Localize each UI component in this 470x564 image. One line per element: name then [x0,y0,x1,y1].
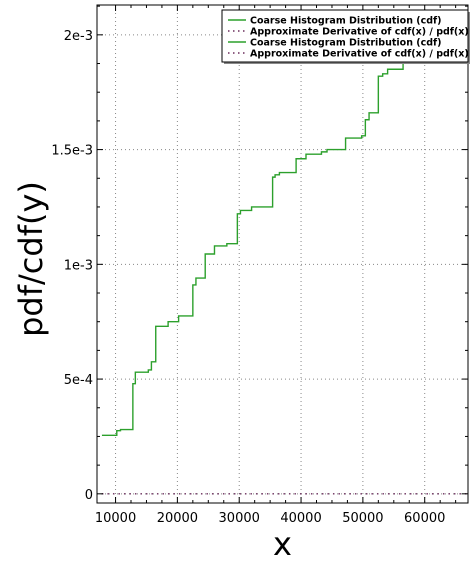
y-tick-label: 2e-3 [64,29,93,44]
legend-box [221,9,469,63]
legend-label: Coarse Histogram Distribution (cdf) [250,38,442,49]
x-tick-label: 20000 [157,511,198,526]
series-layer [101,61,468,495]
x-tick-label: 10000 [95,511,136,526]
legend-label: Coarse Histogram Distribution (cdf) [250,16,442,27]
y-tick-label: 1.5e-3 [51,144,93,159]
x-tick-label: 60000 [404,511,445,526]
x-axis-title: x [273,525,292,563]
y-tick-label: 1e-3 [64,258,93,273]
x-tick-label: 40000 [280,511,321,526]
x-tick-label: 30000 [219,511,260,526]
grid-layer [97,5,468,503]
legend-label: Approximate Derivative of cdf(x) / pdf(x… [250,27,469,38]
y-axis-title: pdf/cdf(y) [12,181,50,337]
x-tick-label: 50000 [342,511,383,526]
y-tick-label: 0 [85,488,93,503]
legend: Coarse Histogram Distribution (cdf)Appro… [221,9,470,64]
plot-frame [96,4,469,504]
tick-layer: 10000 20000 30000 40000 50000 60000 0 5e-4 1e-3 1… [51,5,468,526]
series-cdf-line [101,61,468,436]
legend-label: Approximate Derivative of cdf(x) / pdf(x… [250,49,469,60]
y-tick-label: 5e-4 [64,373,93,388]
